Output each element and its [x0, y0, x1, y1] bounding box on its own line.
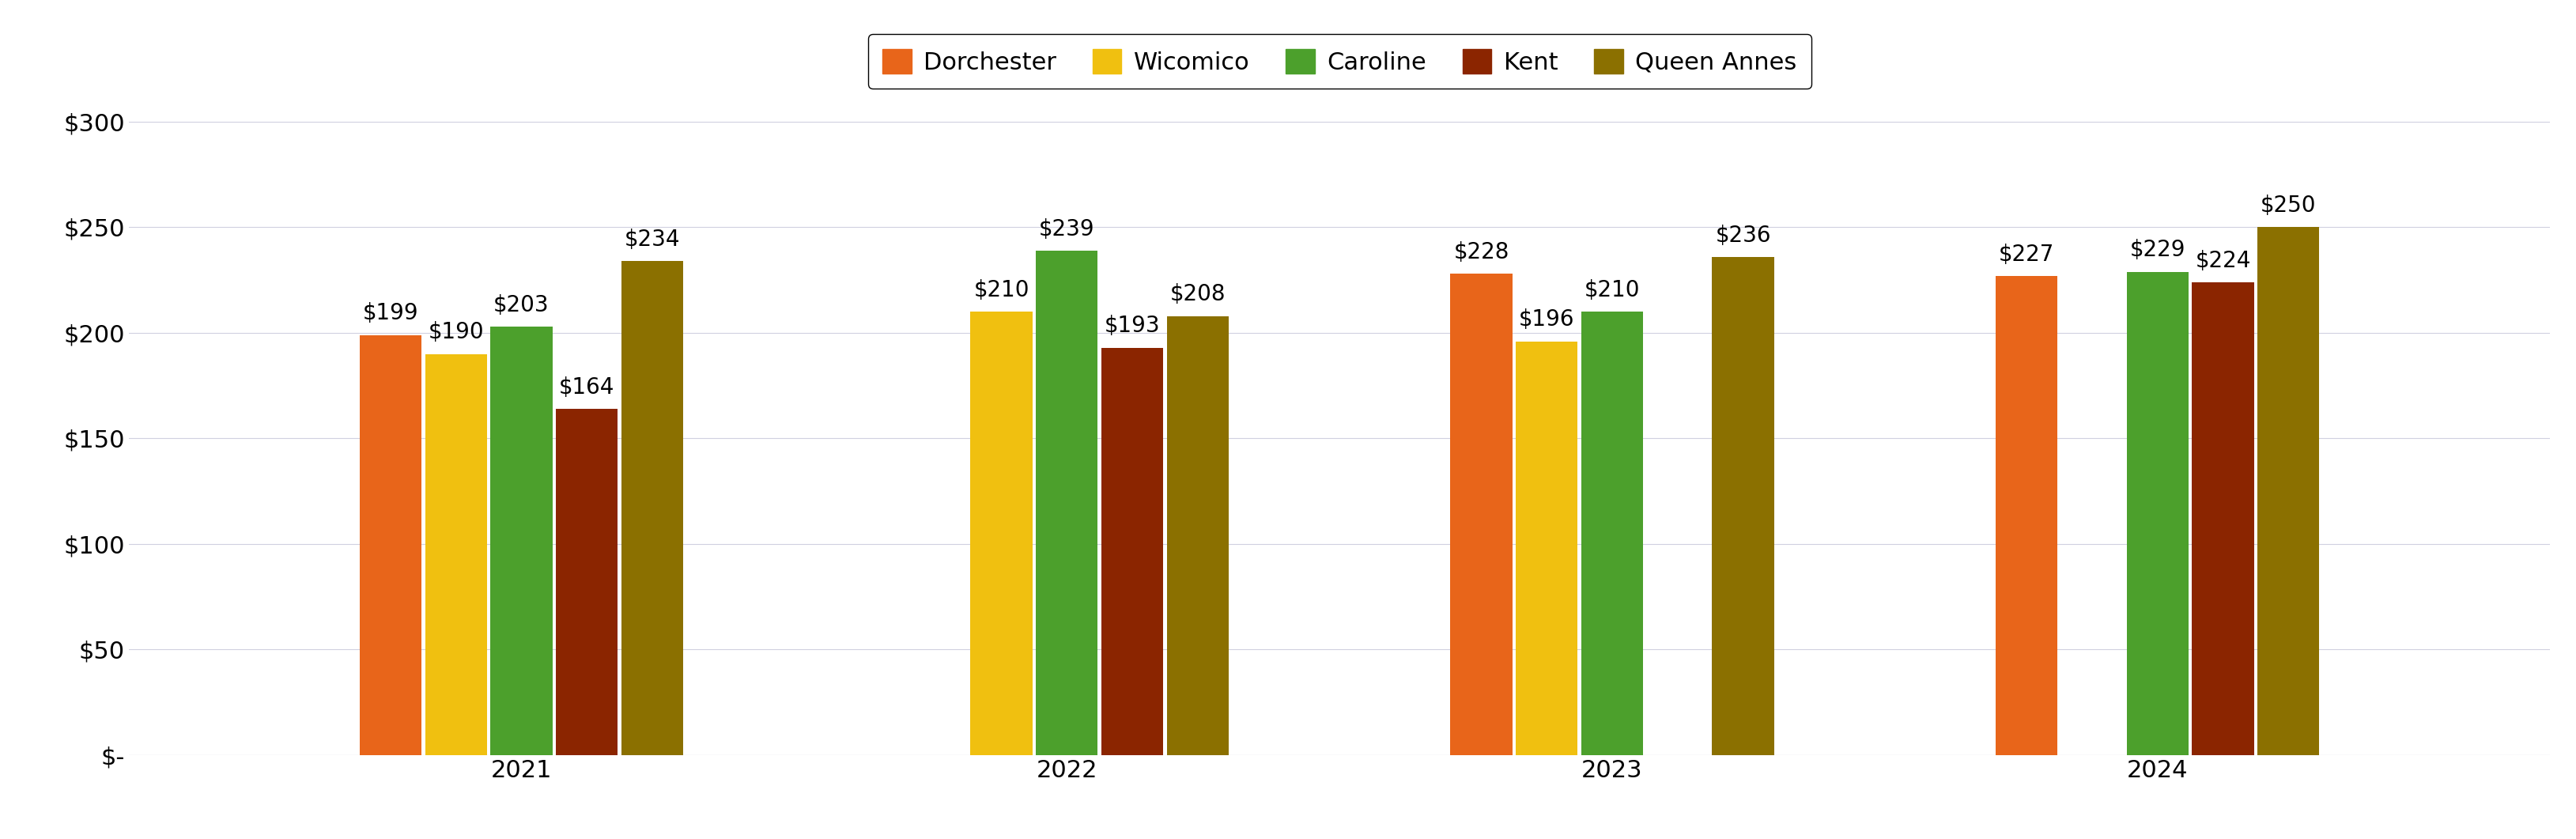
- Text: $229: $229: [2130, 239, 2184, 261]
- Bar: [425, 354, 487, 755]
- Text: $193: $193: [1105, 315, 1159, 337]
- Text: $210: $210: [1584, 279, 1641, 301]
- Text: $234: $234: [623, 228, 680, 251]
- Text: $164: $164: [559, 376, 616, 399]
- Bar: [1450, 274, 1512, 755]
- Bar: [2192, 282, 2254, 755]
- Bar: [1036, 251, 1097, 755]
- Text: $236: $236: [1716, 224, 1770, 247]
- Legend: Dorchester, Wicomico, Caroline, Kent, Queen Annes: Dorchester, Wicomico, Caroline, Kent, Qu…: [868, 34, 1811, 88]
- Text: $239: $239: [1038, 218, 1095, 240]
- Bar: [2128, 272, 2190, 755]
- Bar: [556, 409, 618, 755]
- Text: $196: $196: [1520, 309, 1574, 331]
- Bar: [1515, 341, 1577, 755]
- Text: $210: $210: [974, 279, 1030, 301]
- Text: $250: $250: [2262, 195, 2316, 216]
- Text: $228: $228: [1453, 241, 1510, 263]
- Bar: [2257, 227, 2318, 755]
- Bar: [971, 312, 1033, 755]
- Text: $199: $199: [363, 302, 417, 325]
- Bar: [621, 261, 683, 755]
- Text: $208: $208: [1170, 284, 1226, 305]
- Bar: [1582, 312, 1643, 755]
- Bar: [489, 326, 551, 755]
- Bar: [1167, 316, 1229, 755]
- Text: $227: $227: [1999, 243, 2056, 265]
- Text: $190: $190: [428, 321, 484, 343]
- Bar: [1713, 257, 1775, 755]
- Bar: [361, 335, 422, 755]
- Text: $203: $203: [495, 294, 549, 316]
- Bar: [1996, 276, 2058, 755]
- Bar: [1103, 347, 1164, 755]
- Text: $224: $224: [2195, 249, 2251, 272]
